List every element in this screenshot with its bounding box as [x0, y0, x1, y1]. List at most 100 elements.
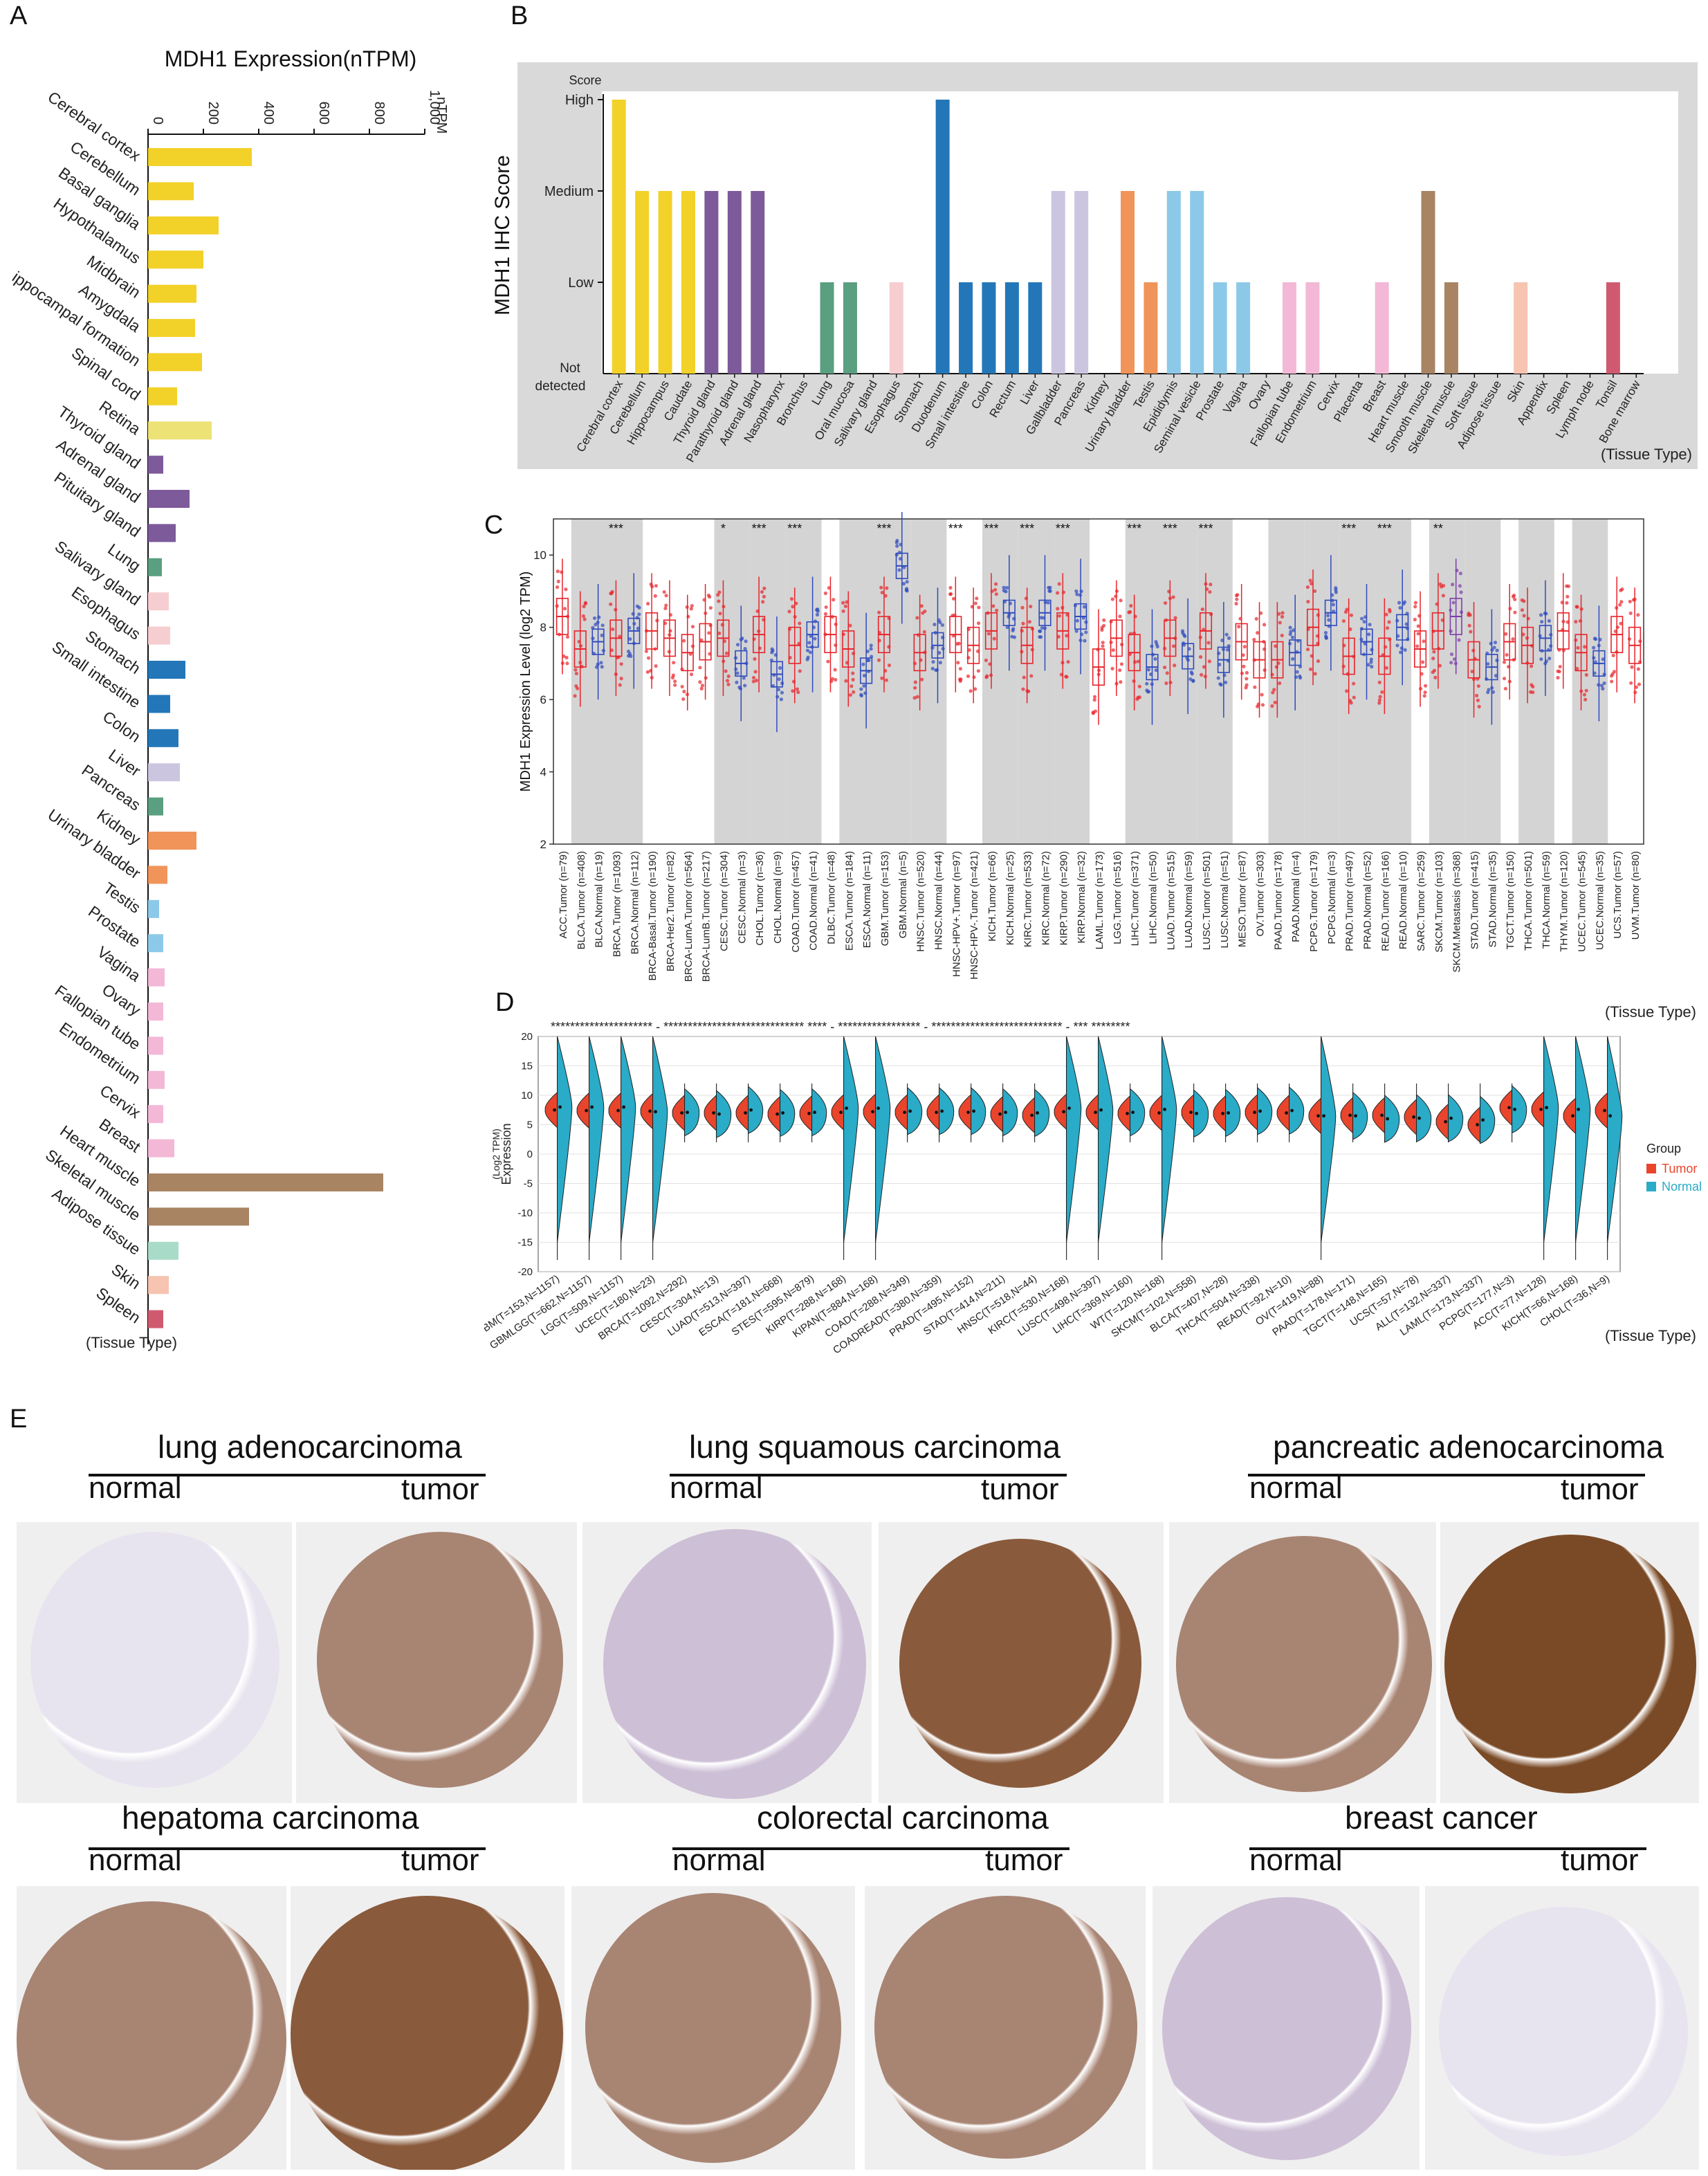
- box-point: [808, 650, 813, 655]
- x-tick-label: THCA.Normal (n=59): [1541, 851, 1552, 949]
- box-body: [1092, 648, 1105, 686]
- normal-half: [589, 1036, 605, 1243]
- x-tick-label: GBM.Tumor (n=153): [879, 851, 891, 946]
- e-tumor-label: tumor: [985, 1843, 1063, 1877]
- x-tick-label: CESC.Tumor (n=304): [718, 851, 730, 951]
- box-point: [977, 605, 981, 610]
- x-tick-label: OV.Tumor (n=303): [1255, 851, 1267, 937]
- box-point: [1119, 680, 1123, 684]
- box-point: [796, 690, 800, 695]
- axis-footer-label: (Tissue Type): [1601, 446, 1692, 463]
- box-laml-tumor: [1091, 609, 1106, 725]
- box-point: [699, 686, 704, 691]
- box-point: [1056, 607, 1060, 611]
- box-point: [1306, 599, 1310, 604]
- box-point: [1539, 613, 1543, 617]
- normal-half: [1225, 1088, 1241, 1137]
- box-point: [1584, 673, 1588, 677]
- box-point: [685, 605, 689, 610]
- x-tick-label: BLCA.Tumor (n=408): [576, 851, 587, 949]
- normal-median-point: [1608, 1114, 1612, 1118]
- significance-mark: ***: [609, 522, 623, 536]
- box-point: [1189, 670, 1193, 675]
- box-point: [1173, 664, 1177, 668]
- tumor-median-point: [1412, 1115, 1415, 1119]
- bar-cerebellum: [635, 191, 650, 374]
- box-point: [1074, 629, 1078, 633]
- tumor-half: [544, 1091, 558, 1128]
- box-point: [1490, 686, 1494, 690]
- box-point: [773, 652, 778, 657]
- box-point: [778, 666, 782, 670]
- x-tick-label: HNSC.Tumor (n=520): [915, 851, 927, 952]
- box-point: [754, 678, 759, 683]
- significance-mark: ***: [1020, 522, 1034, 536]
- box-point: [668, 613, 672, 617]
- box-point: [562, 654, 566, 659]
- box-point: [1494, 674, 1498, 678]
- box-point: [899, 542, 903, 547]
- x-tick-label: UCEC.Tumor (n=545): [1577, 851, 1588, 952]
- box-point: [636, 626, 640, 630]
- box-point: [1582, 693, 1587, 697]
- box-point: [1471, 648, 1476, 652]
- x-tick-label: 200: [205, 102, 221, 125]
- box-point: [1191, 679, 1195, 683]
- box-point: [594, 665, 599, 669]
- significance-mark: **: [1433, 522, 1443, 536]
- box-kirp-normal: [1073, 558, 1088, 675]
- box-point: [1180, 629, 1185, 633]
- box-tgct-tumor: [1502, 584, 1517, 700]
- box-point: [1020, 605, 1025, 610]
- box-point: [1298, 674, 1302, 678]
- box-point: [933, 622, 937, 627]
- x-tick-label: HNSC.Normal (n=44): [933, 851, 944, 950]
- x-tick-label: BRCA-Basal.Tumor (n=190): [647, 851, 659, 980]
- box-point: [848, 623, 852, 628]
- box-point: [635, 604, 639, 608]
- x-tick-label: BRCA.Normal (n=112): [629, 851, 641, 954]
- significance-mark: ***: [1377, 522, 1392, 536]
- x-tick-label: KICH.Tumor (n=66): [986, 851, 998, 942]
- x-tick-label: LUSC.Tumor (n=501): [1201, 851, 1213, 950]
- box-point: [863, 691, 867, 695]
- bar-salivary-gland: [148, 592, 169, 611]
- tissue-core: [603, 1529, 866, 1799]
- box-point: [841, 609, 845, 613]
- box-point: [1150, 644, 1154, 648]
- box-point: [1133, 660, 1137, 664]
- box-point: [1234, 601, 1238, 606]
- box-point: [1029, 604, 1033, 609]
- box-point: [1583, 645, 1587, 649]
- x-tick-label: KIRC.Normal (n=72): [1040, 851, 1052, 945]
- box-stad-tumor: [1467, 602, 1481, 718]
- e-normal-label: normal: [672, 1843, 766, 1877]
- box-point: [1168, 680, 1173, 685]
- box-point: [1540, 619, 1544, 624]
- box-kirc-tumor: [1020, 587, 1035, 704]
- box-point: [628, 637, 632, 641]
- box-point: [990, 589, 994, 594]
- box-point: [699, 638, 704, 642]
- box-point: [1451, 583, 1455, 587]
- box-lihc-normal: [1145, 609, 1159, 725]
- box-point: [1503, 686, 1507, 691]
- normal-median-point: [972, 1109, 975, 1113]
- x-tick-label: LAML.Tumor (n=173): [1094, 851, 1105, 949]
- box-point: [1040, 626, 1045, 630]
- box-point: [599, 661, 603, 665]
- box-point: [1079, 589, 1083, 594]
- significance-mark: ***: [984, 522, 998, 536]
- box-point: [1171, 595, 1175, 599]
- box-kich-tumor: [984, 573, 999, 689]
- box-point: [1002, 585, 1006, 589]
- x-tick-label: 400: [261, 102, 276, 125]
- normal-median-point: [1545, 1106, 1548, 1110]
- box-point: [970, 605, 975, 609]
- box-point: [1101, 641, 1105, 645]
- box-point: [670, 675, 675, 679]
- shaded-group: [1429, 519, 1465, 844]
- bar-retina: [148, 421, 212, 440]
- box-point: [1274, 665, 1279, 669]
- box-point: [1216, 676, 1220, 680]
